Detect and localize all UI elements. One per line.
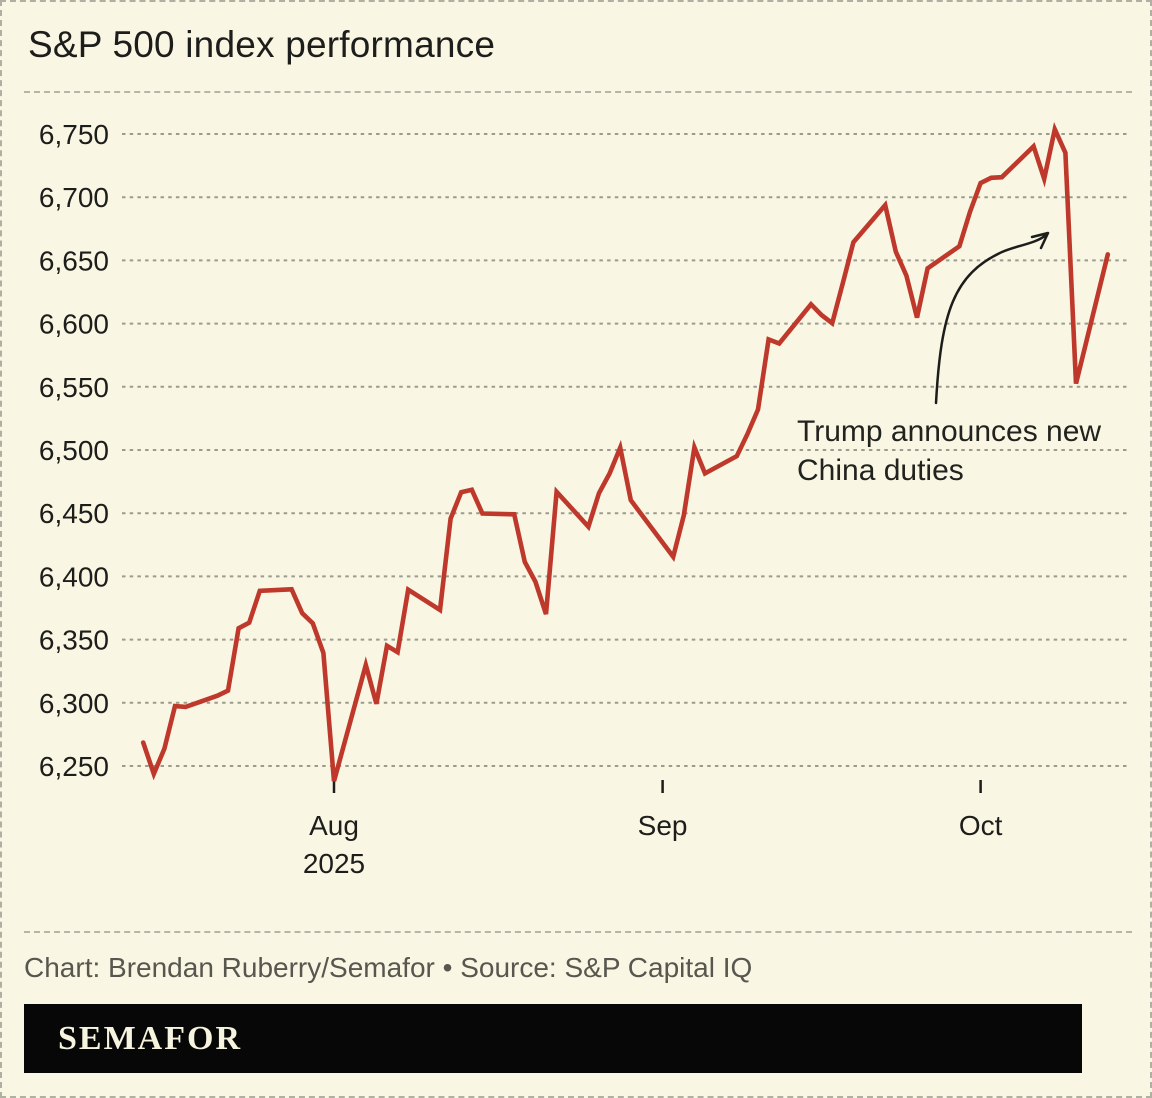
footer-separator — [24, 931, 1132, 933]
y-tick-label: 6,400 — [39, 561, 109, 592]
y-tick-label: 6,450 — [39, 498, 109, 529]
y-tick-label: 6,650 — [39, 245, 109, 276]
y-tick-label: 6,550 — [39, 372, 109, 403]
title-separator — [24, 91, 1132, 93]
y-tick-label: 6,350 — [39, 625, 109, 656]
y-tick-label: 6,600 — [39, 309, 109, 340]
y-tick-label: 6,250 — [39, 751, 109, 782]
y-tick-label: 6,700 — [39, 182, 109, 213]
annotation-line-1: Trump announces new — [797, 415, 1102, 448]
page-title: S&P 500 index performance — [28, 24, 496, 65]
annotation-text: Trump announces new China duties — [797, 412, 1101, 490]
y-tick-label: 6,300 — [39, 688, 109, 719]
x-tick-label: Sep — [638, 810, 688, 841]
price-line — [140, 121, 1111, 782]
y-tick-label: 6,500 — [39, 435, 109, 466]
semafor-logo-bar: SEMAFOR — [24, 1004, 1082, 1073]
x-tick-label: Oct — [959, 810, 1003, 841]
annotation-arrow — [934, 231, 1050, 405]
annotation-line-2: China duties — [797, 454, 964, 487]
semafor-wordmark: SEMAFOR — [58, 1019, 242, 1057]
x-tick-label: 2025 — [303, 848, 365, 879]
chart-credit: Chart: Brendan Ruberry/Semafor • Source:… — [24, 952, 753, 983]
y-tick-label: 6,750 — [39, 119, 109, 150]
x-tick-label: Aug — [309, 810, 359, 841]
